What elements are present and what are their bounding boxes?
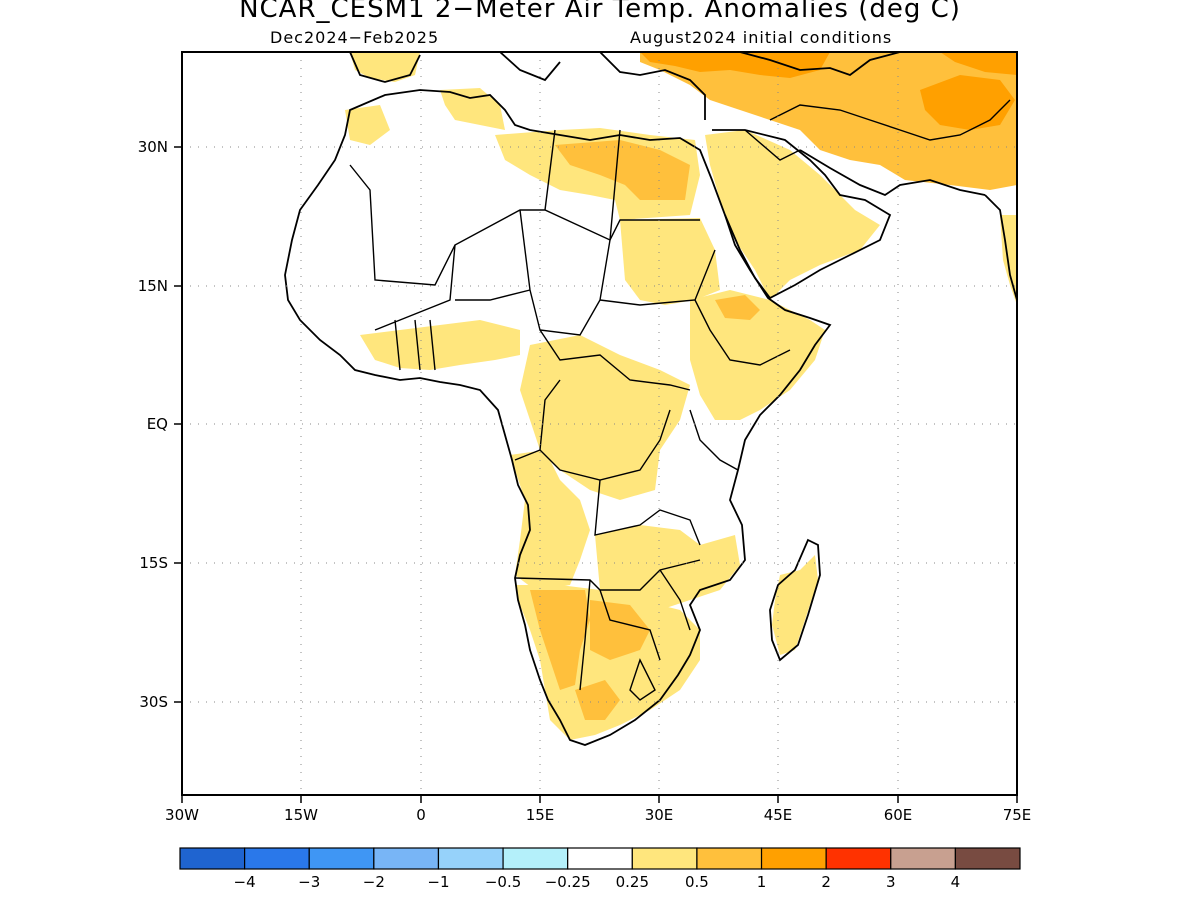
- season-label: Dec2024−Feb2025: [270, 28, 440, 47]
- colorbar-box: [825, 847, 892, 870]
- colorbar-label: −0.25: [545, 873, 591, 891]
- colorbar-label: 4: [951, 873, 961, 891]
- anomaly-region-congo-west: [510, 450, 590, 590]
- lat-label: 15S: [139, 554, 168, 572]
- colorbar-box: [954, 847, 1021, 870]
- colorbar-label: 0.5: [685, 873, 709, 891]
- lon-label: 60E: [884, 806, 913, 824]
- lat-label: 15N: [138, 277, 168, 295]
- lon-label: 75E: [1003, 806, 1032, 824]
- lon-label: 45E: [764, 806, 793, 824]
- lat-label: EQ: [147, 415, 168, 433]
- anomaly-region-egypt-medium: [555, 140, 690, 200]
- colorbar-box: [373, 847, 440, 870]
- colorbar-box: [244, 847, 310, 870]
- colorbar-label: −3: [298, 873, 320, 891]
- anomaly-region-iberia: [350, 52, 420, 82]
- anomaly-region-ethiopia: [690, 290, 825, 420]
- colorbar-label: −2: [363, 873, 385, 891]
- anomaly-region-namibia-medium: [530, 590, 590, 690]
- anomaly-region-west-africa: [360, 320, 520, 370]
- lon-label: 30E: [645, 806, 674, 824]
- colorbar-label: 1: [757, 873, 767, 891]
- africa-coastline: [284, 89, 832, 746]
- anomaly-region-caspian-strong: [940, 52, 1017, 75]
- lat-label: 30N: [138, 138, 168, 156]
- latitude-labels: 30N 15N EQ 15S 30S: [138, 138, 168, 711]
- colorbar-box: [696, 847, 763, 870]
- lat-label: 30S: [139, 693, 168, 711]
- colorbar-label: −0.5: [485, 873, 521, 891]
- colorbar-box: [631, 847, 698, 870]
- anomaly-fill-layer: [345, 52, 1017, 740]
- colorbar-label: −4: [234, 873, 256, 891]
- colorbar-box: [760, 847, 827, 870]
- anomaly-region-sudan: [620, 218, 720, 305]
- tick-marks: [174, 146, 1018, 803]
- colorbar-label: 2: [821, 873, 831, 891]
- colorbar-box: [567, 847, 633, 870]
- map-title: NCAR_CESM1 2−Meter Air Temp. Anomalies (…: [239, 0, 961, 24]
- anomaly-region-botswana-medium: [590, 600, 650, 660]
- lon-label: 30W: [165, 806, 199, 824]
- madagascar-coastline: [769, 538, 821, 662]
- anomaly-region-south-africa-medium: [575, 680, 620, 720]
- colorbar-label: −1: [427, 873, 449, 891]
- longitude-labels: 30W 15W 0 15E 30E 45E 60E 75E: [165, 806, 1031, 824]
- anomaly-region-europe-strong: [640, 52, 830, 78]
- anomaly-region-maghreb: [440, 88, 505, 130]
- colorbar-label: 0.25: [616, 873, 649, 891]
- anomaly-region-arabia: [705, 130, 880, 300]
- anomaly-region-morocco: [345, 105, 390, 145]
- colorbar: −4 −3 −2 −1 −0.5 −0.25 0.25 0.5 1 2 3 4: [179, 847, 1021, 891]
- arabia-coastline: [712, 129, 892, 300]
- colorbar-box: [890, 847, 956, 870]
- europe-coastline: [349, 52, 901, 120]
- lon-label: 0: [416, 806, 426, 824]
- lon-label: 15W: [284, 806, 318, 824]
- initial-conditions-label: August2024 initial conditions: [630, 28, 893, 47]
- india-coastline: [984, 194, 1017, 301]
- country-borders: [349, 99, 1011, 701]
- gulf-coastline: [799, 149, 986, 197]
- colorbar-label: 3: [886, 873, 896, 891]
- colorbar-box: [502, 847, 569, 870]
- anomaly-region-north-strong: [640, 52, 1017, 190]
- coastlines: [284, 52, 1017, 746]
- anomaly-region-iran-strong: [920, 75, 1015, 130]
- colorbar-box: [437, 847, 504, 870]
- colorbar-box: [179, 847, 246, 870]
- anomaly-region-eritrea-medium: [715, 295, 760, 320]
- lon-label: 15E: [526, 806, 555, 824]
- colorbar-box: [308, 847, 375, 870]
